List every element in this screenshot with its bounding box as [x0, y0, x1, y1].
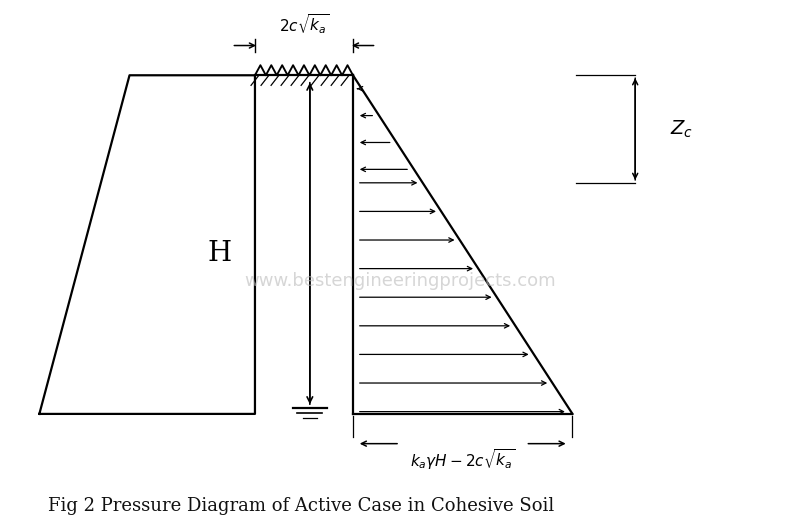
Text: H: H: [208, 240, 232, 267]
Text: www.bestengineeringprojects.com: www.bestengineeringprojects.com: [244, 272, 556, 290]
Text: $2c\sqrt{k_a}$: $2c\sqrt{k_a}$: [278, 13, 330, 36]
Text: Fig 2 Pressure Diagram of Active Case in Cohesive Soil: Fig 2 Pressure Diagram of Active Case in…: [48, 498, 554, 515]
Text: $k_a \gamma H-2c\sqrt{k_a}$: $k_a \gamma H-2c\sqrt{k_a}$: [410, 447, 515, 471]
Text: $Z_c$: $Z_c$: [670, 118, 694, 140]
